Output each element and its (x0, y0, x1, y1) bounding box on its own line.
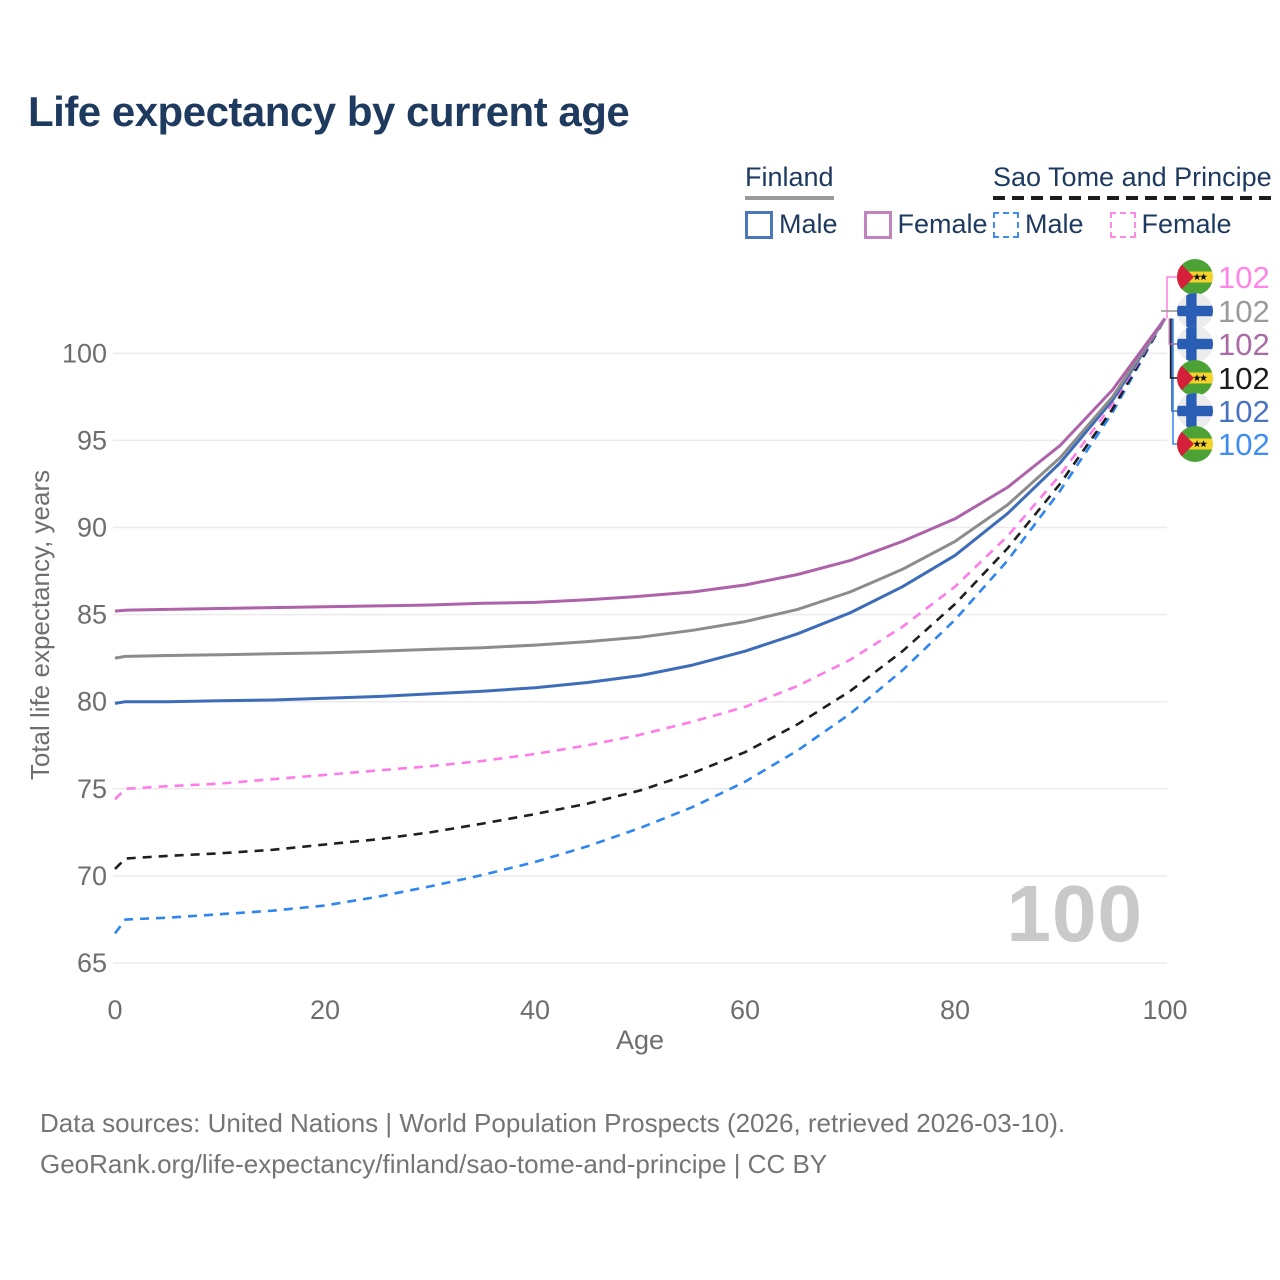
legend-country-sao-tome: Sao Tome and Principe (993, 162, 1272, 200)
x-axis-title: Age (615, 1025, 665, 1055)
x-tick-label-20: 20 (310, 995, 340, 1025)
legend-item-finland-female[interactable]: Female (863, 209, 988, 240)
leader-line-sao-tome-and-principe-male (1172, 318, 1177, 445)
finland-flag-icon (1177, 293, 1213, 329)
leader-line-finland-male (1171, 318, 1177, 412)
series-line-sao-tome-and-principe-male[interactable] (113, 317, 1167, 935)
legend-item-finland-male[interactable]: Male (745, 209, 838, 240)
x-tick-label-80: 80 (940, 995, 970, 1025)
finland-male-swatch (745, 210, 773, 239)
legend-item-sao-tome-female[interactable]: Female (1109, 209, 1232, 240)
legend-country-finland: Finland (745, 162, 834, 200)
end-value-label-sao-tome-and-principe-female: 102 (1218, 260, 1270, 295)
series-line-sao-tome-and-principe-female[interactable] (114, 317, 1167, 801)
sao-tome-male-swatch (993, 211, 1019, 238)
end-value-label-sao-tome-and-principe-male: 102 (1218, 427, 1270, 462)
footer-data-sources: Data sources: United Nations | World Pop… (40, 1108, 1066, 1138)
y-tick-label-100: 100 (62, 338, 107, 368)
y-tick-label-95: 95 (77, 425, 107, 455)
finland-female-swatch (863, 210, 892, 239)
end-value-label-finland-male: 102 (1218, 394, 1270, 429)
legend-group-finland: Finland Male Female (745, 162, 988, 240)
y-tick-label-75: 75 (77, 774, 107, 804)
x-tick-label-0: 0 (107, 995, 122, 1025)
x-tick-label-60: 60 (730, 995, 760, 1025)
end-value-label-sao-tome-and-principe-total: 102 (1218, 361, 1270, 396)
end-value-label-finland-total: 102 (1218, 294, 1270, 329)
end-value-label-finland-female: 102 (1218, 327, 1270, 362)
legend-items-sao-tome: Male Female (993, 209, 1272, 240)
footer-attribution: GeoRank.org/life-expectancy/finland/sao-… (40, 1149, 828, 1179)
legend-items-finland: Male Female (745, 209, 988, 240)
y-tick-label-90: 90 (77, 513, 107, 543)
x-tick-label-40: 40 (520, 995, 550, 1025)
series-line-sao-tome-and-principe-total[interactable] (114, 317, 1167, 870)
legend-label: Female (897, 209, 988, 239)
series-line-finland-female[interactable] (114, 317, 1167, 613)
sao-tome-and-principe-flag-icon (1177, 360, 1213, 396)
series-line-finland-male[interactable] (114, 317, 1167, 705)
y-axis-title: Total life expectancy, years (25, 469, 55, 781)
y-tick-label-80: 80 (77, 687, 107, 717)
finland-flag-icon (1177, 393, 1213, 429)
age-watermark: 100 (1006, 869, 1143, 958)
y-tick-label-70: 70 (77, 861, 107, 891)
y-tick-label-65: 65 (77, 948, 107, 978)
leader-line-sao-tome-and-principe-total (1169, 318, 1177, 379)
legend-label: Male (779, 209, 838, 239)
legend-item-sao-tome-male[interactable]: Male (993, 209, 1084, 240)
legend-label: Female (1141, 209, 1232, 239)
finland-flag-icon (1177, 326, 1213, 362)
leader-line-sao-tome-and-principe-female (1166, 276, 1177, 319)
page-title: Life expectancy by current age (28, 88, 630, 135)
y-tick-label-85: 85 (77, 600, 107, 630)
x-tick-label-100: 100 (1142, 995, 1187, 1025)
series-line-finland-total[interactable] (114, 317, 1167, 660)
sao-tome-female-swatch (1109, 211, 1136, 238)
legend-label: Male (1025, 209, 1084, 239)
sao-tome-and-principe-flag-icon (1177, 259, 1213, 295)
leader-line-finland-female (1168, 318, 1177, 345)
sao-tome-and-principe-flag-icon (1177, 426, 1213, 462)
legend-group-sao-tome: Sao Tome and Principe Male Female (993, 162, 1272, 240)
